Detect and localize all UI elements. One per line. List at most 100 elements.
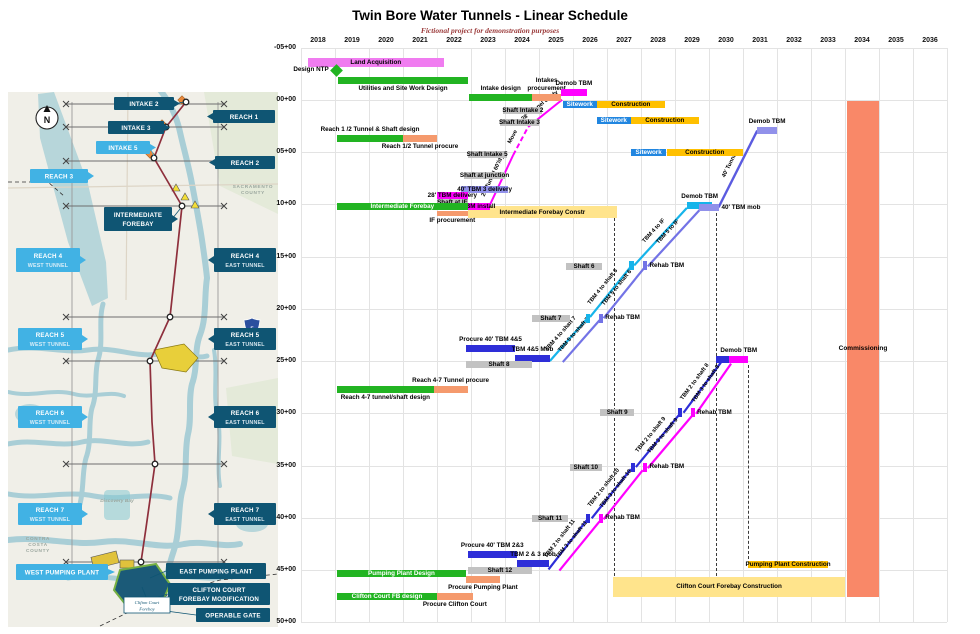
procure-tbm45	[465, 345, 516, 353]
milestone-dash-line	[748, 364, 750, 564]
clifton-court-fb-design: Clifton Court FB design	[337, 593, 437, 601]
demob-25-chip	[716, 356, 730, 364]
reach12-design-label: Reach 1 /2 Tunnel & Shaft design	[320, 125, 420, 133]
svg-text:EAST TUNNEL: EAST TUNNEL	[225, 342, 265, 348]
svg-text:INTAKE 5: INTAKE 5	[108, 145, 138, 152]
shaft9: Shaft 9	[600, 409, 635, 417]
year-label: 2024	[514, 37, 530, 44]
svg-text:INTAKE 2: INTAKE 2	[129, 101, 159, 108]
year-label: 2018	[310, 37, 326, 44]
map-label-intake5: INTAKE 5	[96, 141, 156, 157]
shaft-intake2: Shaft Intake 2	[502, 107, 544, 115]
grid-hline	[301, 204, 947, 206]
rehab-tbm-label: Rehab TBM	[605, 514, 640, 522]
grid-hline	[301, 152, 947, 153]
delta-channel-5	[8, 491, 173, 501]
map-label-intermediate-forebay: INTERMEDIATE FOREBAY	[104, 207, 181, 231]
year-label: 2035	[888, 37, 904, 44]
chart-subtitle: Fictional project for demonstration purp…	[420, 26, 560, 35]
year-label: 2023	[480, 37, 496, 44]
reach47-procure	[433, 385, 468, 393]
grid-hline	[301, 361, 947, 362]
tbm23-mob-label: TBM 2 & 3 mob	[510, 550, 556, 558]
reach12-procure	[403, 134, 437, 142]
clifton-court-forebay-construction: Clifton Court Forebay Construction	[613, 576, 845, 597]
milestone-dash-line	[715, 212, 717, 577]
svg-text:WEST TUNNEL: WEST TUNNEL	[30, 420, 71, 426]
svg-text:WEST TUNNEL: WEST TUNNEL	[30, 517, 71, 523]
shaft-at-junction: Shaft at junction	[459, 172, 510, 179]
svg-text:SACRAMENTO: SACRAMENTO	[233, 184, 274, 189]
tbm3-delivery: 40' TBM 3 delivery	[457, 185, 512, 193]
county-names: SACRAMENTO COUNTY CONTRA COSTA COUNTY Di…	[26, 184, 273, 553]
sacramento-river	[157, 92, 210, 281]
reach12-procure-label: Reach 1/2 Tunnel procure	[381, 142, 459, 150]
map-label-reach1: REACH 1	[207, 110, 275, 123]
rehab-tbm-label: Rehab TBM	[649, 463, 685, 471]
tbm-install: TBM install	[461, 202, 496, 210]
chart-title: Twin Bore Water Tunnels - Linear Schedul…	[352, 8, 628, 23]
svg-text:EAST PUMPING PLANT: EAST PUMPING PLANT	[179, 569, 252, 576]
svg-text:Clifton Court: Clifton Court	[135, 600, 160, 605]
map-label-reach5-west: REACH 5 WEST TUNNEL	[18, 328, 88, 350]
map-label-reach7-west: REACH 7 WEST TUNNEL	[18, 503, 88, 525]
svg-text:REACH 5: REACH 5	[231, 332, 260, 339]
map-tag-clifton-court-forebay: Clifton Court Forebay	[123, 586, 171, 614]
grid-vline	[879, 47, 880, 622]
svg-text:REACH 2: REACH 2	[231, 160, 260, 167]
svg-text:REACH 5: REACH 5	[36, 332, 65, 339]
station-label: 00+00	[276, 95, 296, 103]
svg-text:EAST TUNNEL: EAST TUNNEL	[225, 263, 265, 269]
station-label: 25+00	[276, 357, 296, 364]
map-label-reach5-east: REACH 5 EAST TUNNEL	[208, 328, 276, 350]
demob-tbm-40	[757, 126, 777, 134]
grid-vline	[301, 47, 302, 622]
map-label-intake3: INTAKE 3	[108, 121, 170, 134]
pumping-plant-construction: Pumping Plant Construction	[745, 560, 831, 568]
if-procurement	[437, 210, 468, 216]
delta-channel-2	[77, 301, 106, 507]
svg-text:REACH 4: REACH 4	[231, 253, 260, 260]
rehab-tbm-label: Rehab TBM	[697, 408, 732, 416]
map-label-reach4-east: REACH 4 EAST TUNNEL	[208, 248, 276, 272]
corridor-map: N 5 SACRAMENTO COUNTY CONTRA COSTA COUNT…	[8, 92, 278, 627]
grid-vline	[811, 47, 812, 622]
procure-pumping-plant-label: Procure Pumping Plant	[448, 584, 518, 592]
reach47-design	[337, 385, 434, 393]
rehab-chip	[629, 261, 634, 271]
svg-text:REACH 1: REACH 1	[230, 114, 259, 121]
procure-clifton-court	[437, 593, 473, 601]
intake-design	[469, 93, 533, 101]
map-label-reach3: REACH 3	[30, 169, 94, 183]
procure-tbm45-label: Procure 40' TBM 4&5	[459, 336, 522, 344]
svg-text:N: N	[44, 115, 51, 125]
sitework-intake5: Sitework	[630, 149, 667, 157]
procure-tbm23-label: Procure 40' TBM 2&3	[460, 542, 524, 550]
station-label: -05+00	[274, 43, 296, 51]
grid-hline	[301, 465, 947, 467]
rehab-chip	[598, 313, 603, 323]
delta-channel-3	[8, 390, 126, 398]
station-label: 05+00	[276, 148, 296, 155]
grid-vline	[675, 47, 676, 622]
rehab-chip	[678, 408, 683, 418]
shaft6: Shaft 6	[566, 262, 602, 270]
map-label-east-pumping-plant: EAST PUMPING PLANT	[149, 563, 266, 579]
year-label: 2031	[752, 37, 768, 44]
grid-hline	[301, 622, 947, 624]
shaft-intake5: Shaft Intake 5	[466, 151, 508, 159]
pumping-plant-design: Pumping Plant Design	[337, 569, 466, 577]
grid-vline	[505, 47, 506, 622]
grid-vline	[947, 47, 948, 622]
hazard-triangles	[171, 183, 200, 209]
year-label: 2028	[650, 37, 666, 44]
demob-tbm-intake2	[561, 88, 587, 96]
intermediate-forebay-constr: Intermediate Forebay Constr	[467, 206, 618, 219]
grid-vline	[437, 47, 438, 622]
grid-vline	[539, 47, 540, 622]
shaft10: Shaft 10	[569, 463, 602, 471]
year-label: 2025	[548, 37, 564, 44]
svg-text:REACH 4: REACH 4	[34, 253, 63, 260]
station-label: 20+00	[276, 304, 296, 312]
